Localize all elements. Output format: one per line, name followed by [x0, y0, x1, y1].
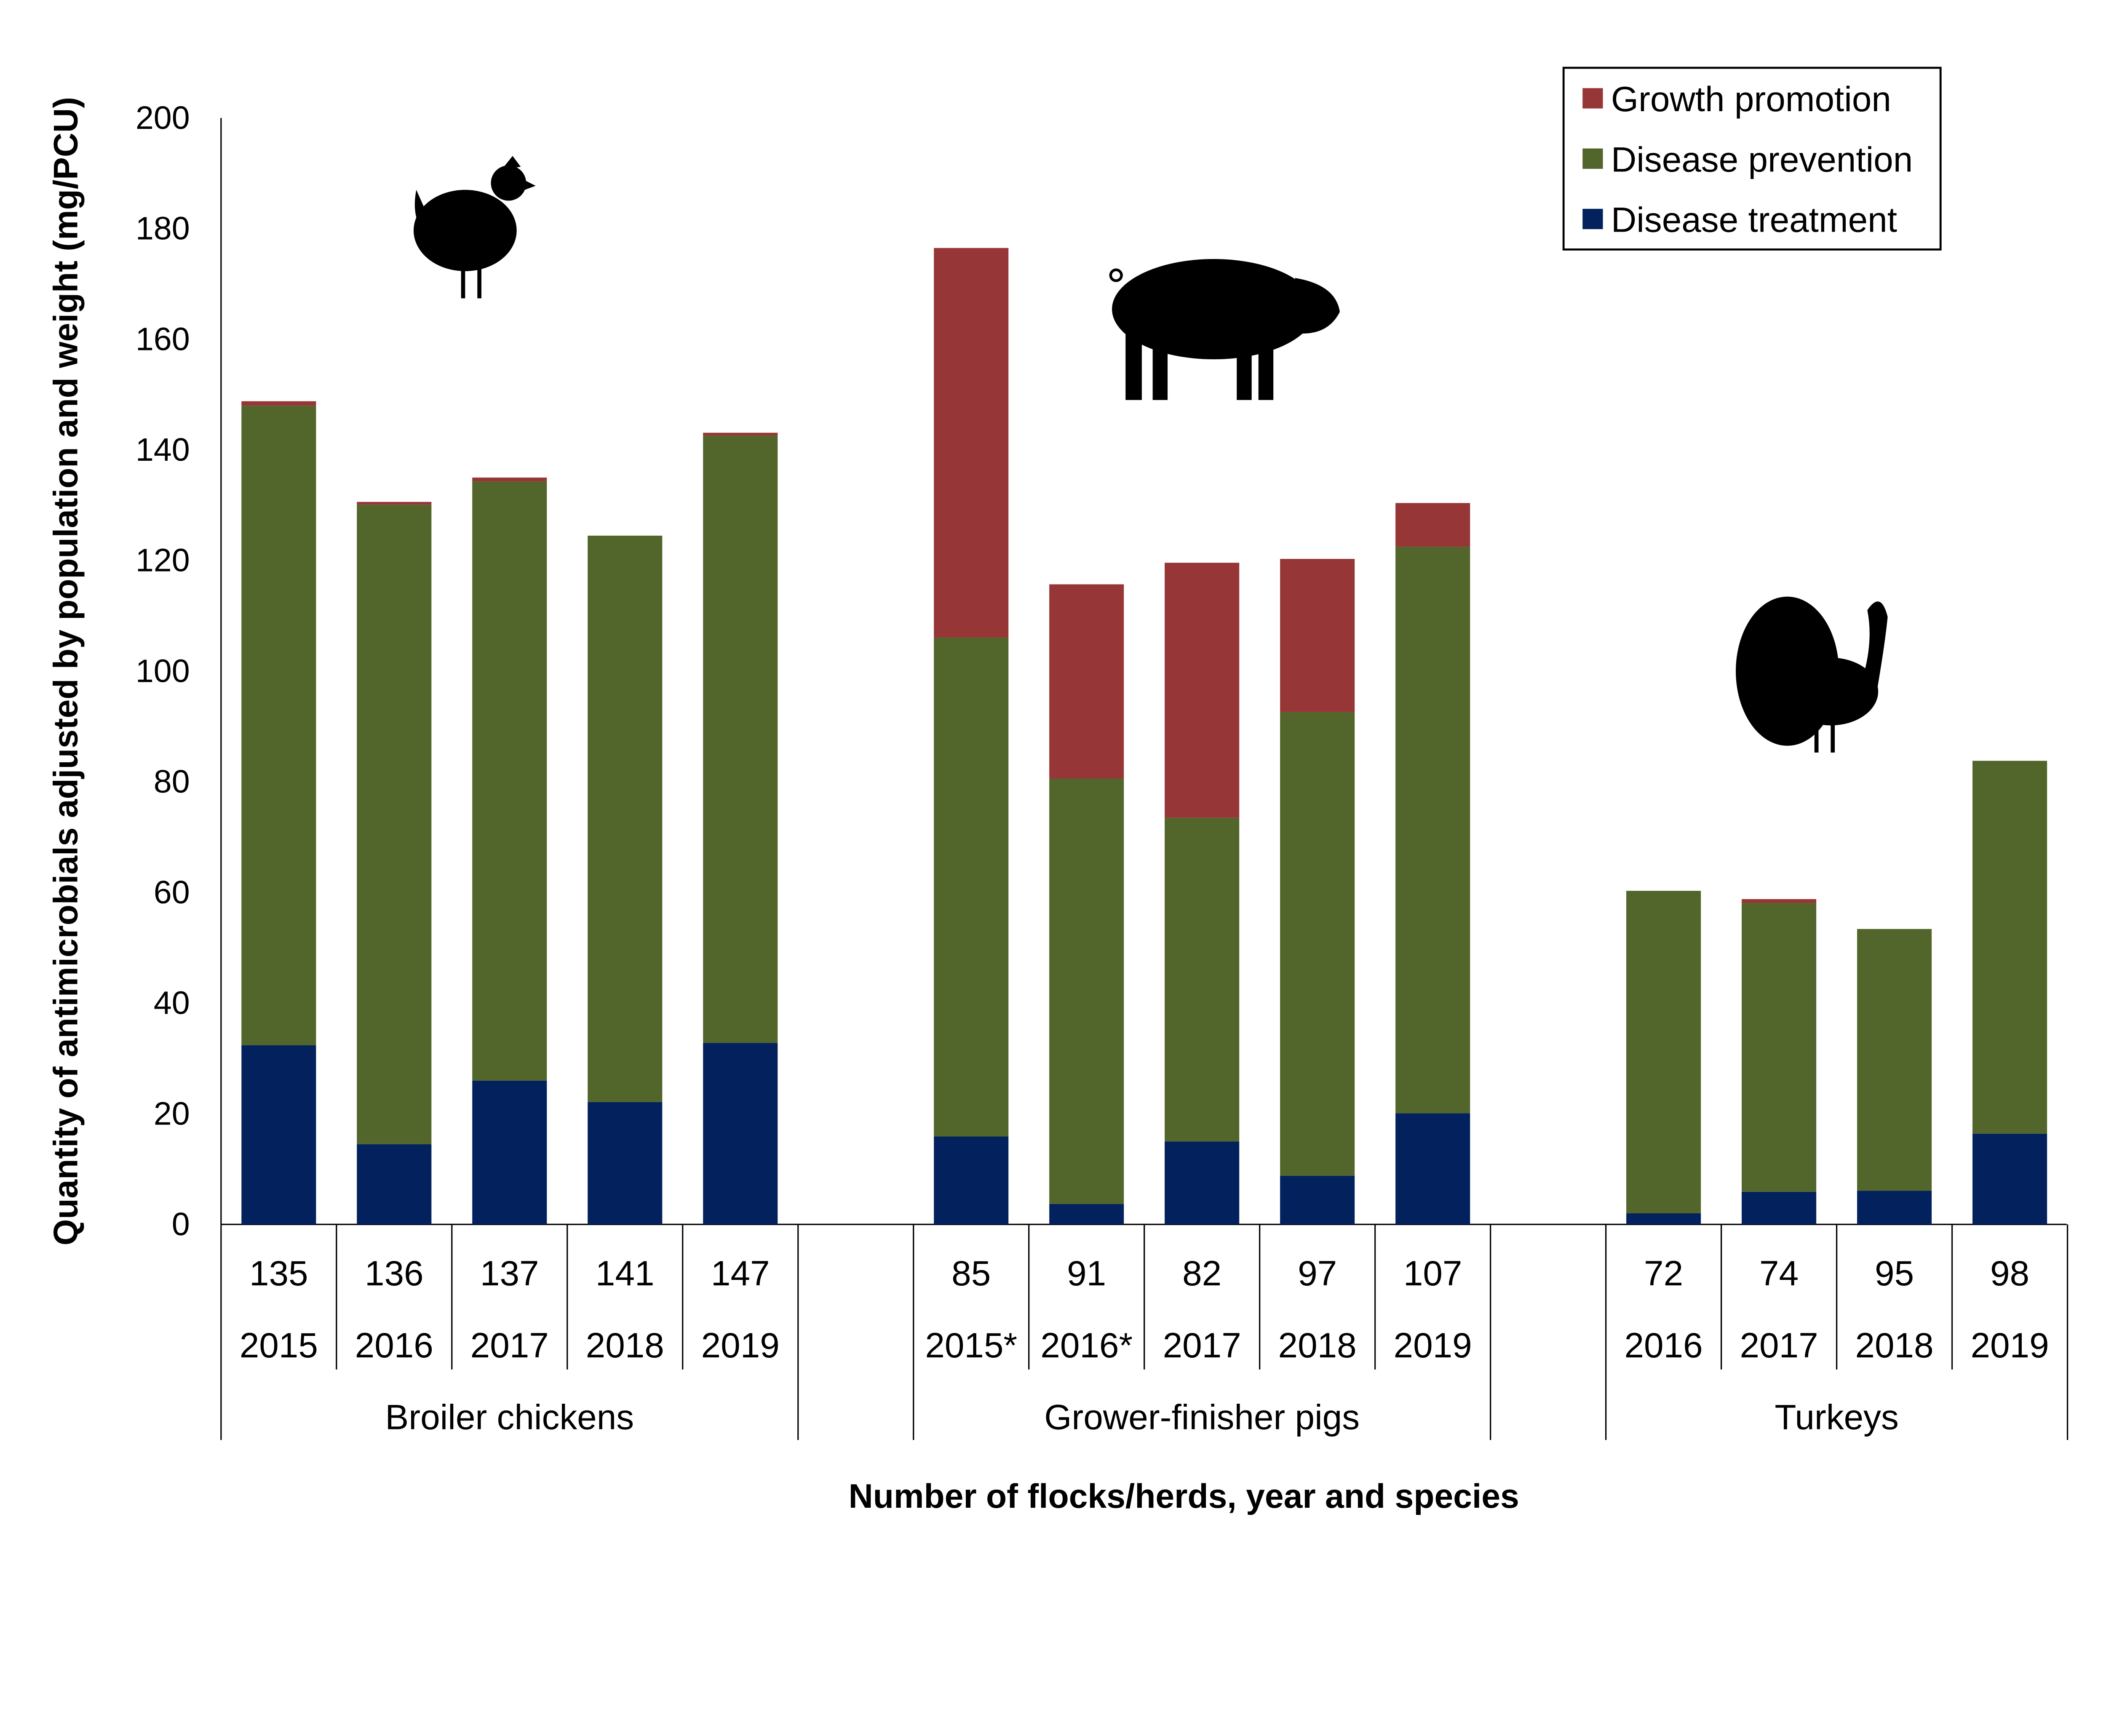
bar-segment-disease-prevention [1280, 712, 1355, 1176]
bar-segment-disease-treatment [934, 1136, 1009, 1225]
bar-segment-growth-promotion [1395, 503, 1470, 547]
legend-swatch [1582, 88, 1603, 109]
legend-label: Disease prevention [1611, 139, 1913, 179]
flock-count-label: 107 [1403, 1253, 1462, 1293]
bar-segment-disease-prevention [703, 435, 778, 1043]
species-label: Grower-finisher pigs [1044, 1397, 1360, 1437]
bar-segment-growth-promotion [1742, 899, 1817, 903]
bar-segment-disease-prevention [357, 505, 432, 1144]
flock-count-label: 135 [249, 1253, 308, 1293]
year-label: 2019 [1394, 1325, 1472, 1365]
bar-segment-disease-prevention [1972, 761, 2047, 1134]
year-label: 2018 [1278, 1325, 1357, 1365]
bar-segment-growth-promotion [703, 433, 778, 436]
bar-segment-disease-treatment [703, 1043, 778, 1225]
y-tick-label: 200 [136, 100, 190, 136]
legend-swatch [1582, 148, 1603, 169]
year-label: 2015* [925, 1325, 1017, 1365]
y-tick-label: 140 [136, 432, 190, 468]
bar-segment-disease-treatment [1395, 1113, 1470, 1225]
bar-segment-growth-promotion [472, 477, 547, 482]
year-label: 2017 [1740, 1325, 1818, 1365]
y-axis-label: Quantity of antimicrobials adjusted by p… [47, 97, 85, 1245]
year-label: 2018 [586, 1325, 664, 1365]
species-label: Turkeys [1775, 1397, 1899, 1437]
legend-label: Disease treatment [1611, 200, 1897, 240]
bar-segment-disease-prevention [1742, 903, 1817, 1192]
bar-segment-growth-promotion [357, 502, 432, 505]
year-label: 2019 [701, 1325, 780, 1365]
y-tick-label: 40 [154, 985, 190, 1021]
flock-count-label: 136 [365, 1253, 424, 1293]
bar-segment-disease-prevention [588, 535, 663, 1102]
flock-count-label: 98 [1990, 1253, 2029, 1293]
bar-segment-growth-promotion [1049, 584, 1124, 779]
flock-count-label: 95 [1875, 1253, 1914, 1293]
bar-segment-disease-prevention [1395, 547, 1470, 1114]
bar-segment-disease-treatment [1972, 1133, 2047, 1225]
year-label: 2016 [1625, 1325, 1703, 1365]
bar-segment-disease-treatment [1857, 1191, 1932, 1225]
flock-count-label: 85 [951, 1253, 991, 1293]
bar-segment-growth-promotion [241, 401, 316, 406]
stacked-bar-chart: Quantity of antimicrobials adjusted by p… [47, 67, 2069, 1515]
legend-swatch [1582, 208, 1603, 230]
year-label: 2016 [355, 1325, 433, 1365]
bar-segment-disease-prevention [934, 637, 1009, 1137]
flock-count-label: 72 [1644, 1253, 1683, 1293]
bar-segment-growth-promotion [934, 248, 1009, 638]
bar-segment-disease-prevention [1165, 817, 1240, 1142]
y-tick-label: 120 [136, 542, 190, 579]
year-label: 2018 [1855, 1325, 1933, 1365]
year-label: 2015 [240, 1325, 318, 1365]
y-tick-label: 80 [154, 764, 190, 800]
pig-icon [1109, 259, 1340, 400]
y-tick-label: 0 [172, 1206, 190, 1242]
year-label: 2019 [1970, 1325, 2049, 1365]
year-label: 2017 [1163, 1325, 1241, 1365]
flock-count-label: 91 [1067, 1253, 1106, 1293]
bar-segment-disease-treatment [1165, 1141, 1240, 1225]
year-label: 2016* [1040, 1325, 1133, 1365]
turkey-icon [1736, 596, 1888, 753]
y-tick-label: 20 [154, 1095, 190, 1132]
flock-count-label: 147 [711, 1253, 770, 1293]
bar-segment-disease-treatment [472, 1080, 547, 1225]
bar-segment-disease-prevention [1857, 929, 1932, 1191]
bar-segment-disease-prevention [241, 406, 316, 1045]
flock-count-label: 97 [1298, 1253, 1337, 1293]
y-tick-label: 100 [136, 653, 190, 689]
bar-segment-disease-treatment [1049, 1204, 1124, 1225]
bar-segment-growth-promotion [1280, 559, 1355, 712]
bar-segment-disease-treatment [1742, 1191, 1817, 1225]
legend: Growth promotion Disease prevention Diseas… [1562, 67, 1942, 251]
y-tick-label: 180 [136, 211, 190, 247]
legend-label: Growth promotion [1611, 79, 1891, 119]
legend-box [1562, 67, 1942, 251]
bar-segment-disease-treatment [1626, 1213, 1701, 1225]
bar-segment-disease-prevention [472, 481, 547, 1081]
species-label: Broiler chickens [385, 1397, 634, 1437]
flock-count-label: 137 [480, 1253, 539, 1293]
bar-segment-disease-treatment [241, 1045, 316, 1225]
bar-segment-disease-treatment [357, 1144, 432, 1225]
flock-count-label: 74 [1759, 1253, 1799, 1293]
flock-count-label: 82 [1182, 1253, 1221, 1293]
flock-count-label: 141 [596, 1253, 655, 1293]
bar-segment-disease-treatment [588, 1102, 663, 1225]
bar-segment-disease-treatment [1280, 1175, 1355, 1225]
y-tick-label: 160 [136, 321, 190, 357]
y-tick-label: 60 [154, 874, 190, 911]
chicken-icon [413, 156, 536, 299]
bar-segment-disease-prevention [1049, 778, 1124, 1204]
bar-segment-growth-promotion [1165, 563, 1240, 818]
year-label: 2017 [470, 1325, 549, 1365]
bar-segment-disease-prevention [1626, 891, 1701, 1213]
x-axis-label: Number of flocks/herds, year and species [849, 1477, 1519, 1515]
